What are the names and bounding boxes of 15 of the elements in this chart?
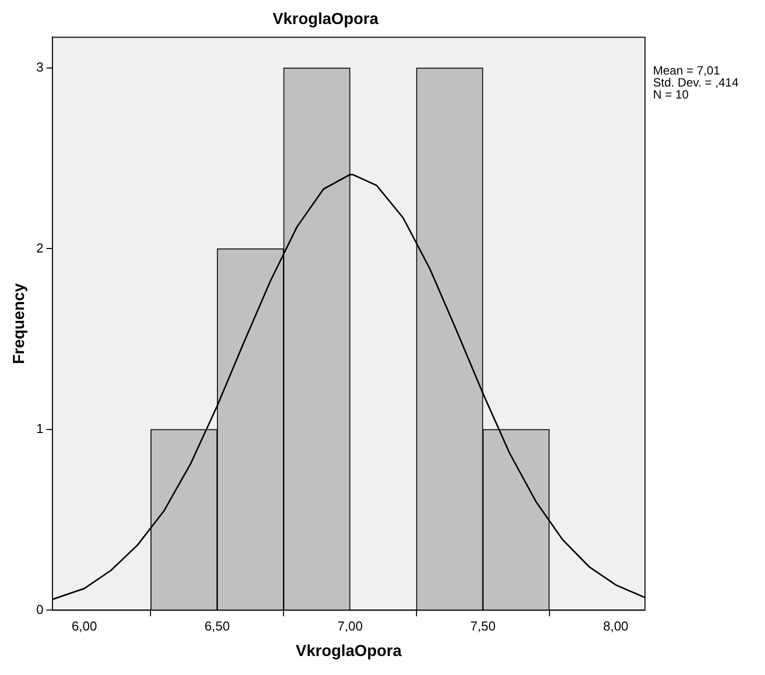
x-tick-label: 6,00 xyxy=(72,618,97,634)
y-tick-label: 2 xyxy=(36,240,44,256)
x-tick-label: 7,00 xyxy=(337,618,363,634)
x-tick-label: 6,50 xyxy=(204,618,230,634)
x-axis-title: VkroglaOpora xyxy=(296,642,402,660)
x-tick-label: 8,00 xyxy=(603,618,628,634)
text: N = 10 xyxy=(653,88,690,102)
chart-title: VkroglaOpora xyxy=(272,11,378,28)
y-axis-title: Frequency xyxy=(11,283,28,364)
text: Std. Dev. = ,414 xyxy=(653,76,739,90)
y-tick-label: 1 xyxy=(36,421,44,436)
x-tick-label: 7,50 xyxy=(470,618,496,634)
y-tick-label: 0 xyxy=(36,602,44,617)
text: Mean = 7,01 xyxy=(653,64,720,78)
y-tick-label: 3 xyxy=(36,60,44,75)
